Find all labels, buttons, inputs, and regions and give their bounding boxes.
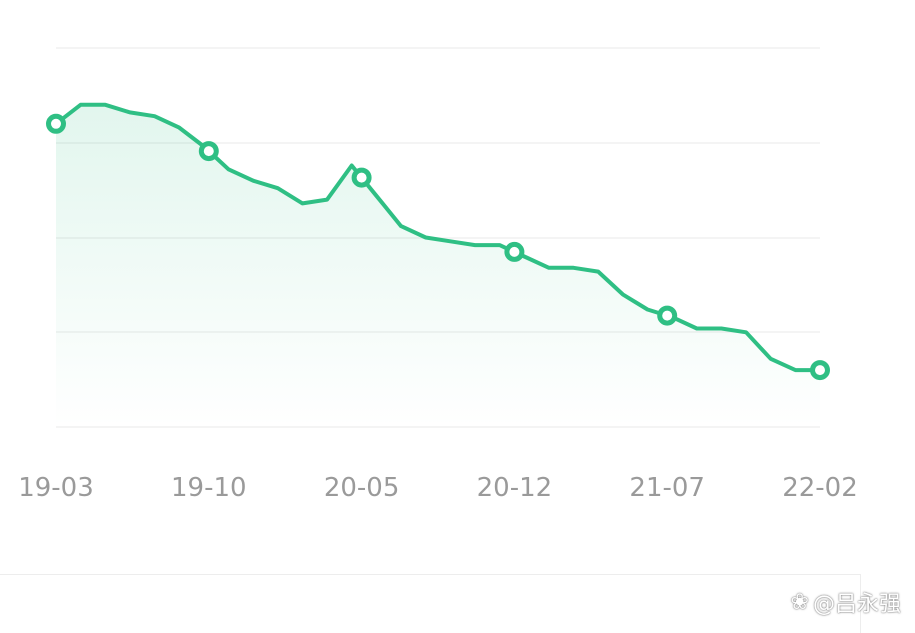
x-tick-label: 20-05	[324, 473, 400, 503]
data-point-marker	[657, 305, 678, 326]
x-axis-tick-labels: 19-03 19-10 20-05 20-12 21-07 22-02	[18, 473, 858, 503]
markers	[46, 113, 830, 381]
x-tick-label: 22-02	[782, 473, 858, 503]
area-fill	[56, 104, 820, 428]
x-tick-label: 20-12	[477, 473, 553, 503]
line-area-chart: 19-03 19-10 20-05 20-12 21-07 22-02	[18, 47, 858, 503]
watermark: ❀ @吕永强	[791, 586, 901, 618]
data-point-marker	[198, 141, 219, 162]
watermark-text: @吕永强	[812, 592, 901, 617]
data-point-marker	[46, 113, 66, 134]
paw-icon: ❀	[790, 589, 809, 615]
data-point-marker	[504, 241, 525, 262]
data-point-marker	[351, 167, 372, 188]
data-point-marker	[810, 360, 830, 381]
footer-bar	[0, 574, 861, 633]
series-line	[54, 102, 822, 373]
x-tick-label: 19-10	[171, 473, 247, 503]
x-tick-label: 21-07	[629, 473, 705, 503]
x-tick-label: 19-03	[18, 473, 94, 503]
